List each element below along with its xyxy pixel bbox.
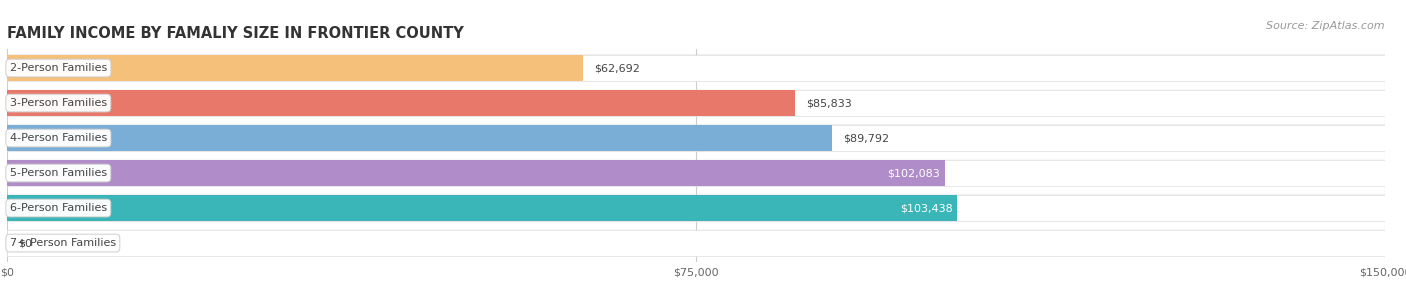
Bar: [7, 56, 1385, 81]
FancyBboxPatch shape: [7, 124, 1385, 152]
Bar: [7, 125, 1385, 151]
FancyBboxPatch shape: [7, 159, 1385, 187]
Text: 6-Person Families: 6-Person Families: [10, 203, 107, 213]
Text: $85,833: $85,833: [807, 98, 852, 108]
Text: $62,692: $62,692: [593, 63, 640, 73]
FancyBboxPatch shape: [7, 194, 1385, 222]
FancyBboxPatch shape: [7, 89, 1385, 117]
Text: $89,792: $89,792: [842, 133, 889, 143]
Text: 2-Person Families: 2-Person Families: [10, 63, 107, 73]
Bar: [7, 160, 1385, 186]
Bar: [7, 56, 583, 81]
Bar: [7, 91, 1385, 116]
FancyBboxPatch shape: [7, 54, 1385, 82]
Bar: [7, 125, 832, 151]
Text: 3-Person Families: 3-Person Families: [10, 98, 107, 108]
Bar: [7, 91, 796, 116]
Text: 4-Person Families: 4-Person Families: [10, 133, 107, 143]
Text: 5-Person Families: 5-Person Families: [10, 168, 107, 178]
Text: FAMILY INCOME BY FAMALIY SIZE IN FRONTIER COUNTY: FAMILY INCOME BY FAMALIY SIZE IN FRONTIE…: [7, 26, 464, 41]
Text: $102,083: $102,083: [887, 168, 941, 178]
Bar: [7, 196, 1385, 221]
Text: Source: ZipAtlas.com: Source: ZipAtlas.com: [1267, 21, 1385, 31]
FancyBboxPatch shape: [7, 229, 1385, 257]
Bar: [7, 231, 1385, 256]
Bar: [7, 160, 945, 186]
Text: 7+ Person Families: 7+ Person Families: [10, 238, 115, 248]
Bar: [7, 196, 957, 221]
Text: $0: $0: [18, 238, 32, 248]
Text: $103,438: $103,438: [900, 203, 953, 213]
